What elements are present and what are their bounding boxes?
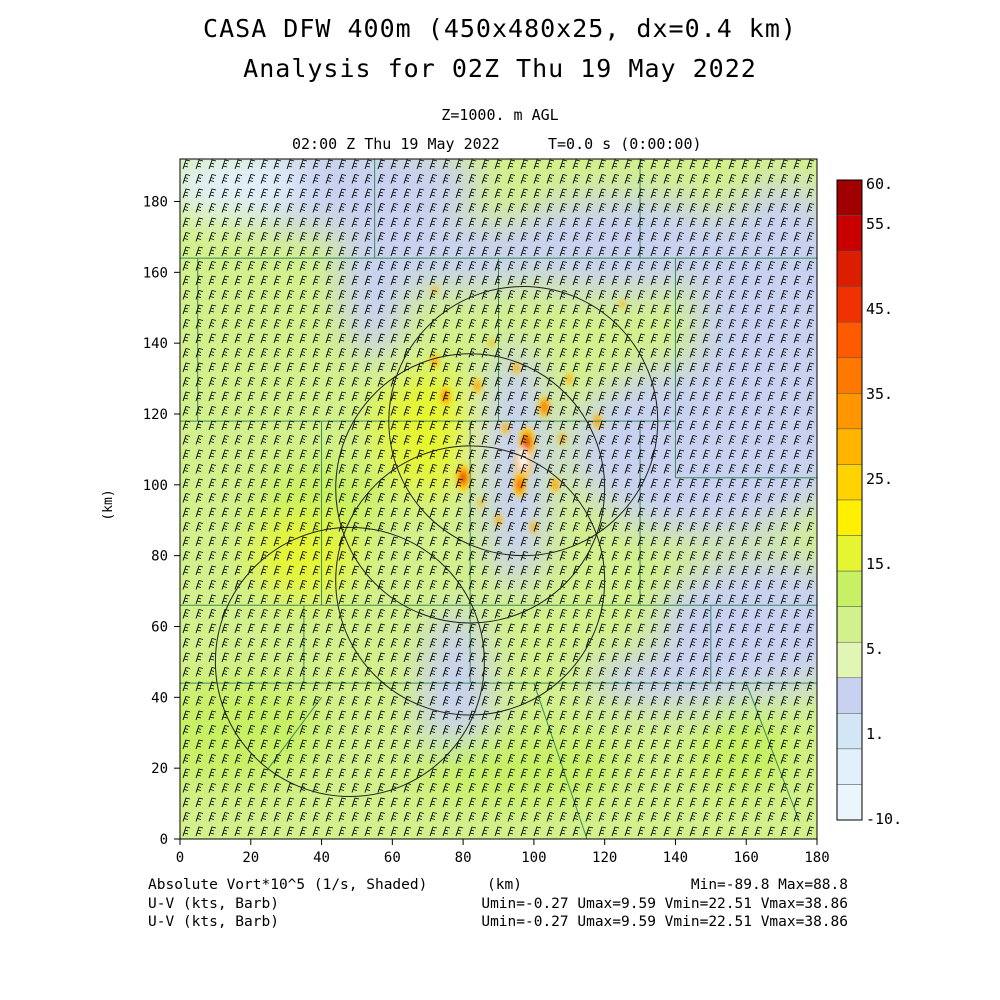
x-tick-label: 120 xyxy=(592,850,617,866)
colorbar-bin xyxy=(836,535,863,572)
vorticity-cell xyxy=(552,479,558,491)
y-tick-label: 80 xyxy=(151,549,168,565)
x-tick-label: 0 xyxy=(176,850,184,866)
vorticity-cell xyxy=(524,437,530,448)
colorbar-label: 45. xyxy=(866,300,893,318)
wind-barb-label-1: U-V (kts, Barb) xyxy=(148,896,279,912)
colorbar-bin xyxy=(836,464,863,501)
colorbar-bin xyxy=(836,570,863,607)
colorbar-bin xyxy=(836,393,863,430)
valid-time-label: 02:00 Z Thu 19 May 2022 xyxy=(292,135,500,153)
shade-region xyxy=(250,513,357,599)
colorbar-bin xyxy=(836,606,863,643)
radar-ring xyxy=(214,526,485,798)
x-axis: 0 20 40 60 80 100 120 140 160 180 xyxy=(176,839,830,866)
radar-ring xyxy=(335,445,606,716)
colorbar-bin xyxy=(836,250,863,287)
shade-region xyxy=(180,679,322,786)
field-shading xyxy=(180,159,817,804)
vorticity-cell xyxy=(620,300,625,308)
colorbar-bin xyxy=(836,713,863,750)
vorticity-cell xyxy=(503,423,508,433)
x-tick-label: 40 xyxy=(313,850,330,866)
colorbar-bin xyxy=(836,215,863,252)
colorbar-bin xyxy=(836,321,863,359)
colorbar-bin xyxy=(836,784,863,821)
colorbar-bin xyxy=(836,357,863,394)
colorbar-bin xyxy=(836,179,863,216)
plot-area xyxy=(180,159,817,839)
colorbar-bin xyxy=(836,677,863,714)
vorticity-cell xyxy=(474,380,481,392)
y-tick-label: 180 xyxy=(143,195,168,211)
chart-title-line2: Analysis for 02Z Thu 19 May 2022 xyxy=(243,54,757,83)
colorbar-label: 15. xyxy=(866,555,893,573)
forecast-time-label: T=0.0 s (0:00:00) xyxy=(548,135,702,153)
chart-title-line1: CASA DFW 400m (450x480x25, dx=0.4 km) xyxy=(203,14,797,43)
plot-frame xyxy=(179,158,818,840)
vorticity-cell xyxy=(513,363,519,373)
shade-region xyxy=(586,651,764,708)
county-border xyxy=(268,697,322,769)
wind-stats-1: Umin=-0.27 Umax=9.59 Vmin=22.51 Vmax=38.… xyxy=(481,896,848,912)
vorticity-cell xyxy=(479,499,483,506)
wind-barb-field xyxy=(182,159,815,837)
colorbar-bin xyxy=(836,286,863,323)
shade-region xyxy=(180,159,304,220)
y-tick-label: 20 xyxy=(151,761,168,777)
y-tick-label: 100 xyxy=(143,478,168,494)
county-border xyxy=(745,682,800,822)
vorticity-cell xyxy=(567,374,572,383)
colorbar-label: 60. xyxy=(866,175,893,193)
colorbar-bin xyxy=(836,641,863,679)
x-tick-label: 100 xyxy=(521,850,546,866)
wind-barbs xyxy=(182,159,815,837)
x-tick-label: 80 xyxy=(455,850,472,866)
x-tick-label: 60 xyxy=(384,850,401,866)
radar-ring xyxy=(335,353,606,624)
x-axis-unit: (km) xyxy=(487,877,522,893)
x-tick-label: 160 xyxy=(734,850,759,866)
y-tick-label: 0 xyxy=(160,832,168,848)
y-tick-label: 120 xyxy=(143,407,168,423)
y-tick-label: 160 xyxy=(143,265,168,281)
colorbar-label: 55. xyxy=(866,215,893,233)
wind-barb-label-2: U-V (kts, Barb) xyxy=(148,914,279,930)
shade-region xyxy=(339,183,411,361)
radar-ring xyxy=(388,286,659,557)
wind-stats-2: Umin=-0.27 Umax=9.59 Vmin=22.51 Vmax=38.… xyxy=(481,914,848,930)
y-axis: 0 20 40 60 80 100 120 140 160 180 xyxy=(143,195,180,848)
shade-region xyxy=(374,367,481,496)
field-label: Absolute Vort*10^5 (1/s, Shaded) xyxy=(148,877,428,893)
colorbar-label: 1. xyxy=(866,725,884,743)
colorbar-frame xyxy=(836,179,863,821)
colorbar-label: -10. xyxy=(866,810,902,828)
colorbar: 60. 55. 45. 35. 25. 15. 5. 1. -10. xyxy=(836,175,902,828)
y-axis-label: (km) xyxy=(101,489,116,520)
colorbar-bin xyxy=(836,428,863,465)
min-max-label: Min=-89.8 Max=88.8 xyxy=(690,877,848,893)
y-tick-label: 60 xyxy=(151,620,168,636)
vorticity-cell xyxy=(541,401,548,413)
colorbar-label: 5. xyxy=(866,640,884,658)
vorticity-cell xyxy=(489,339,494,347)
radar-rings xyxy=(214,286,659,798)
x-tick-label: 180 xyxy=(804,850,829,866)
colorbar-bin xyxy=(836,748,863,785)
vorticity-cell xyxy=(460,473,466,483)
x-tick-label: 20 xyxy=(242,850,259,866)
y-tick-label: 40 xyxy=(151,690,168,706)
x-tick-label: 140 xyxy=(663,850,688,866)
level-label: Z=1000. m AGL xyxy=(441,106,559,124)
y-tick-label: 140 xyxy=(143,336,168,352)
shade-region xyxy=(569,360,817,538)
vorticity-cell xyxy=(433,286,437,294)
colorbar-label: 35. xyxy=(866,385,893,403)
colorbar-label: 25. xyxy=(866,470,893,488)
colorbar-bin xyxy=(836,499,863,536)
